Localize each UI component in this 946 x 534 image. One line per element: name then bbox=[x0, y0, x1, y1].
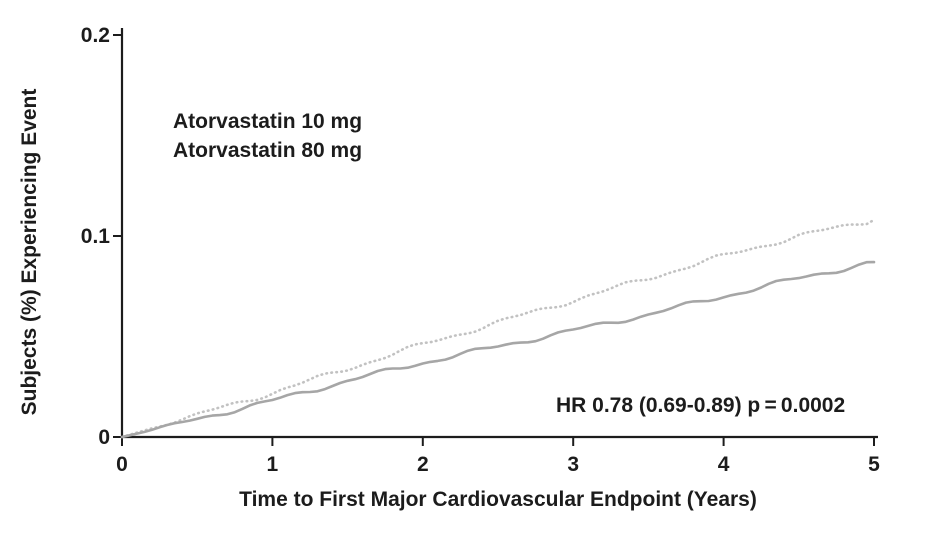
y-tick-label-0: 0 bbox=[98, 426, 110, 449]
hr-pvalue-annotation: HR 0.78 (0.69-0.89) p = 0.0002 bbox=[556, 394, 845, 417]
legend-label-atorvastatin-10mg: Atorvastatin 10 mg bbox=[173, 110, 362, 133]
x-tick-label-1: 1 bbox=[267, 453, 279, 476]
y-tick-label-02: 0.2 bbox=[81, 24, 110, 47]
y-tick-label-01: 0.1 bbox=[81, 225, 111, 248]
axes-layer bbox=[113, 28, 878, 446]
x-tick-label-2: 2 bbox=[417, 453, 429, 476]
series-line-atorvastatin-80-mg bbox=[120, 260, 876, 439]
x-tick-label-5: 5 bbox=[868, 453, 880, 476]
x-axis-title: Time to First Major Cardiovascular Endpo… bbox=[239, 488, 757, 511]
series-line-atorvastatin-10-mg bbox=[120, 218, 876, 439]
x-tick-label-4: 4 bbox=[718, 453, 730, 476]
x-tick-label-3: 3 bbox=[567, 453, 579, 476]
series-layer bbox=[120, 218, 876, 439]
legend-label-atorvastatin-80mg: Atorvastatin 80 mg bbox=[173, 139, 362, 162]
x-tick-label-0: 0 bbox=[116, 453, 128, 476]
y-axis-title: Subjects (%) Experiencing Event bbox=[18, 89, 41, 416]
